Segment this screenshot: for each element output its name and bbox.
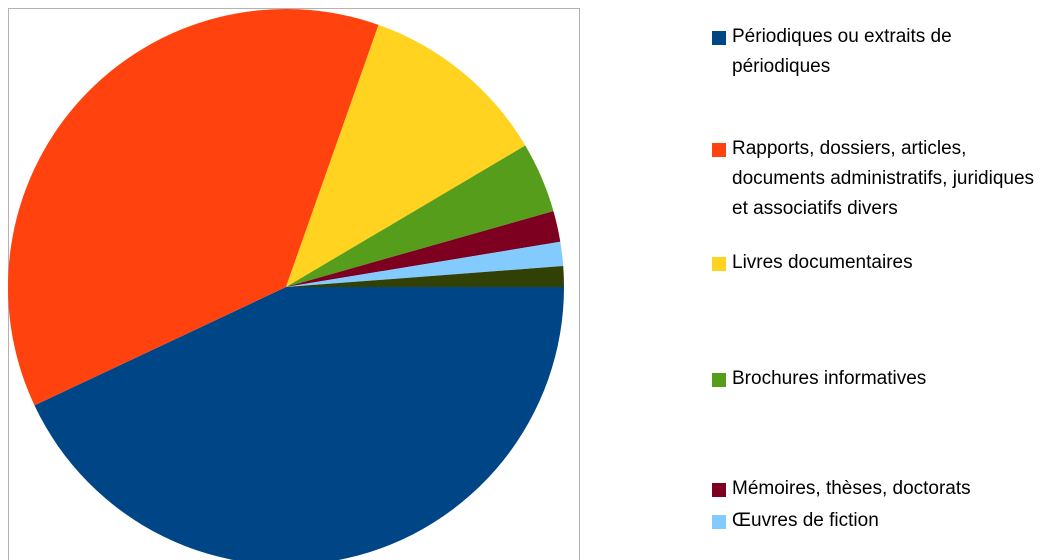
- legend-label: Rapports, dossiers, articles, documents …: [732, 138, 1035, 219]
- legend-label: Livres documentaires: [732, 252, 913, 273]
- legend-label: Œuvres de fiction: [732, 510, 879, 531]
- legend-label: Mémoires, thèses, doctorats: [732, 478, 971, 499]
- legend-swatch: [712, 373, 726, 387]
- legend-swatch: [712, 515, 726, 529]
- pie-slice: [286, 24, 526, 287]
- legend-entry: Périodiques ou extraits de périodiques: [712, 22, 1052, 82]
- legend-swatch: [712, 483, 726, 497]
- pie-slice: [286, 266, 564, 287]
- pie-slice: [286, 241, 564, 287]
- legend-label: Périodiques ou extraits de périodiques: [732, 26, 952, 77]
- legend-entry: Œuvres de fiction: [712, 506, 1052, 536]
- legend-entry: Rapports, dossiers, articles, documents …: [712, 134, 1052, 224]
- legend-label: Brochures informatives: [732, 368, 927, 389]
- legend-swatch: [712, 31, 726, 45]
- pie-slice: [34, 287, 564, 560]
- legend-swatch: [712, 257, 726, 271]
- legend-swatch: [712, 143, 726, 157]
- legend-entry: Brochures informatives: [712, 364, 1052, 394]
- pie-slice: [286, 211, 561, 287]
- pie-slice: [286, 145, 554, 287]
- legend-entry: Livres documentaires: [712, 248, 1052, 278]
- legend-entry: Mémoires, thèses, doctorats: [712, 474, 1052, 504]
- pie-slice: [7, 8, 379, 406]
